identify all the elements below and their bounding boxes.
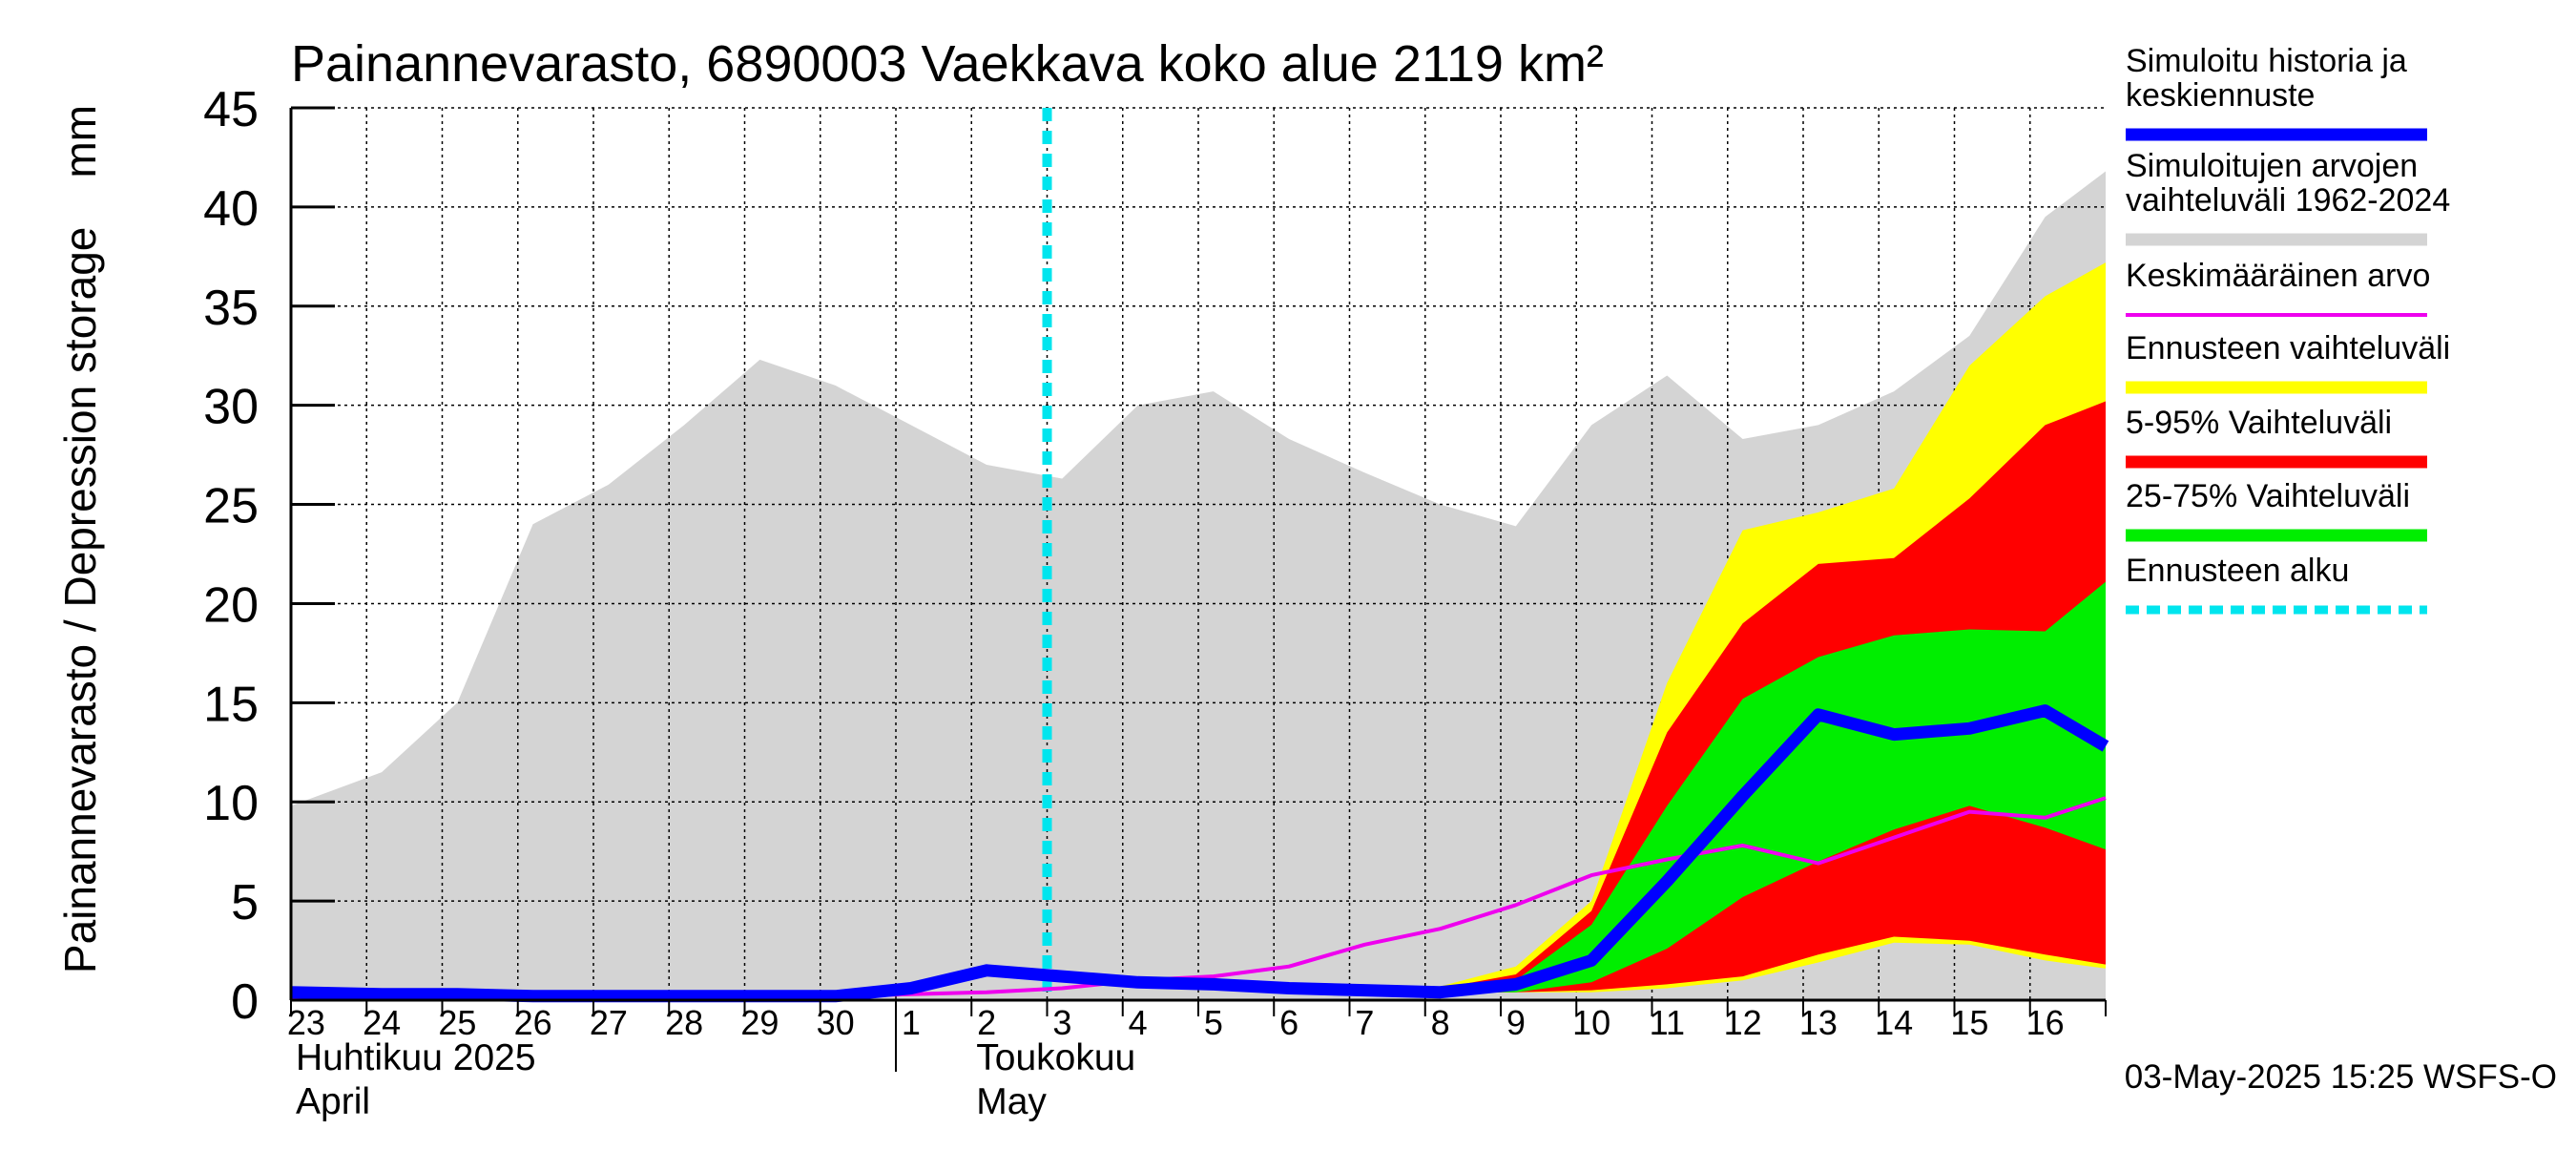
x-tick-label: 30 xyxy=(817,1003,855,1042)
x-tick-label: 11 xyxy=(1650,1003,1685,1042)
x-tick-label: 10 xyxy=(1572,1003,1610,1042)
legend-label: Ennusteen vaihteluväli xyxy=(2126,330,2450,366)
y-tick-label: 15 xyxy=(203,677,259,732)
x-tick-label: 6 xyxy=(1279,1003,1298,1042)
legend-label: keskiennuste xyxy=(2126,77,2315,114)
x-tick-label: 15 xyxy=(1950,1003,1988,1042)
x-tick-label: 13 xyxy=(1799,1003,1838,1042)
y-tick-label: 10 xyxy=(203,776,259,831)
month-label-fi: Huhtikuu 2025 xyxy=(296,1037,536,1078)
x-tick-label: 14 xyxy=(1875,1003,1913,1042)
x-tick-label: 4 xyxy=(1129,1003,1148,1042)
month-label-en: May xyxy=(976,1081,1047,1122)
x-tick-label: 3 xyxy=(1052,1003,1071,1042)
x-tick-label: 1 xyxy=(902,1003,921,1042)
legend-label: 5-95% Vaihteluväli xyxy=(2126,405,2392,441)
plot-area xyxy=(290,107,2109,1003)
legend-label: Simuloitu historia ja xyxy=(2126,43,2407,79)
month-label-fi: Toukokuu xyxy=(976,1037,1135,1078)
x-tick-label: 8 xyxy=(1431,1003,1450,1042)
median-line xyxy=(290,704,2109,1003)
x-tick-label: 5 xyxy=(1204,1003,1223,1042)
x-tick-label: 28 xyxy=(665,1003,703,1042)
y-axis-label: Painannevarasto / Depression storage mm xyxy=(55,105,105,973)
x-tick-label: 23 xyxy=(287,1003,325,1042)
y-tick-label: 20 xyxy=(203,577,259,633)
x-tick-label: 9 xyxy=(1506,1003,1526,1042)
chart-title: Painannevarasto, 6890003 Vaekkava koko a… xyxy=(291,35,1604,93)
legend-label: Keskimääräinen arvo xyxy=(2126,258,2430,294)
x-tick-label: 2 xyxy=(977,1003,996,1042)
x-tick-label: 24 xyxy=(363,1003,401,1042)
legend-label: Simuloitujen arvojen xyxy=(2126,148,2418,184)
y-tick-label: 40 xyxy=(203,181,259,237)
x-tick-label: 29 xyxy=(740,1003,779,1042)
x-tick-label: 26 xyxy=(514,1003,552,1042)
legend-label: 25-75% Vaihteluväli xyxy=(2126,478,2410,514)
timestamp: 03-May-2025 15:25 WSFS-O xyxy=(2125,1058,2557,1096)
y-tick-label: 35 xyxy=(203,281,259,336)
y-tick-label: 25 xyxy=(203,479,259,534)
y-tick-label: 5 xyxy=(231,875,259,930)
y-tick-label: 45 xyxy=(203,82,259,137)
y-tick-label: 0 xyxy=(231,974,259,1030)
y-tick-label: 30 xyxy=(203,380,259,435)
x-tick-label: 27 xyxy=(590,1003,628,1042)
band-25-75-area xyxy=(1440,581,2106,993)
legend-label: vaihteluväli 1962-2024 xyxy=(2126,182,2450,219)
x-tick-label: 16 xyxy=(2026,1003,2065,1042)
legend-label: Ennusteen alku xyxy=(2126,553,2349,589)
month-label-en: April xyxy=(296,1081,370,1122)
x-tick-label: 7 xyxy=(1355,1003,1374,1042)
x-tick-label: 25 xyxy=(438,1003,476,1042)
x-tick-label: 12 xyxy=(1724,1003,1762,1042)
